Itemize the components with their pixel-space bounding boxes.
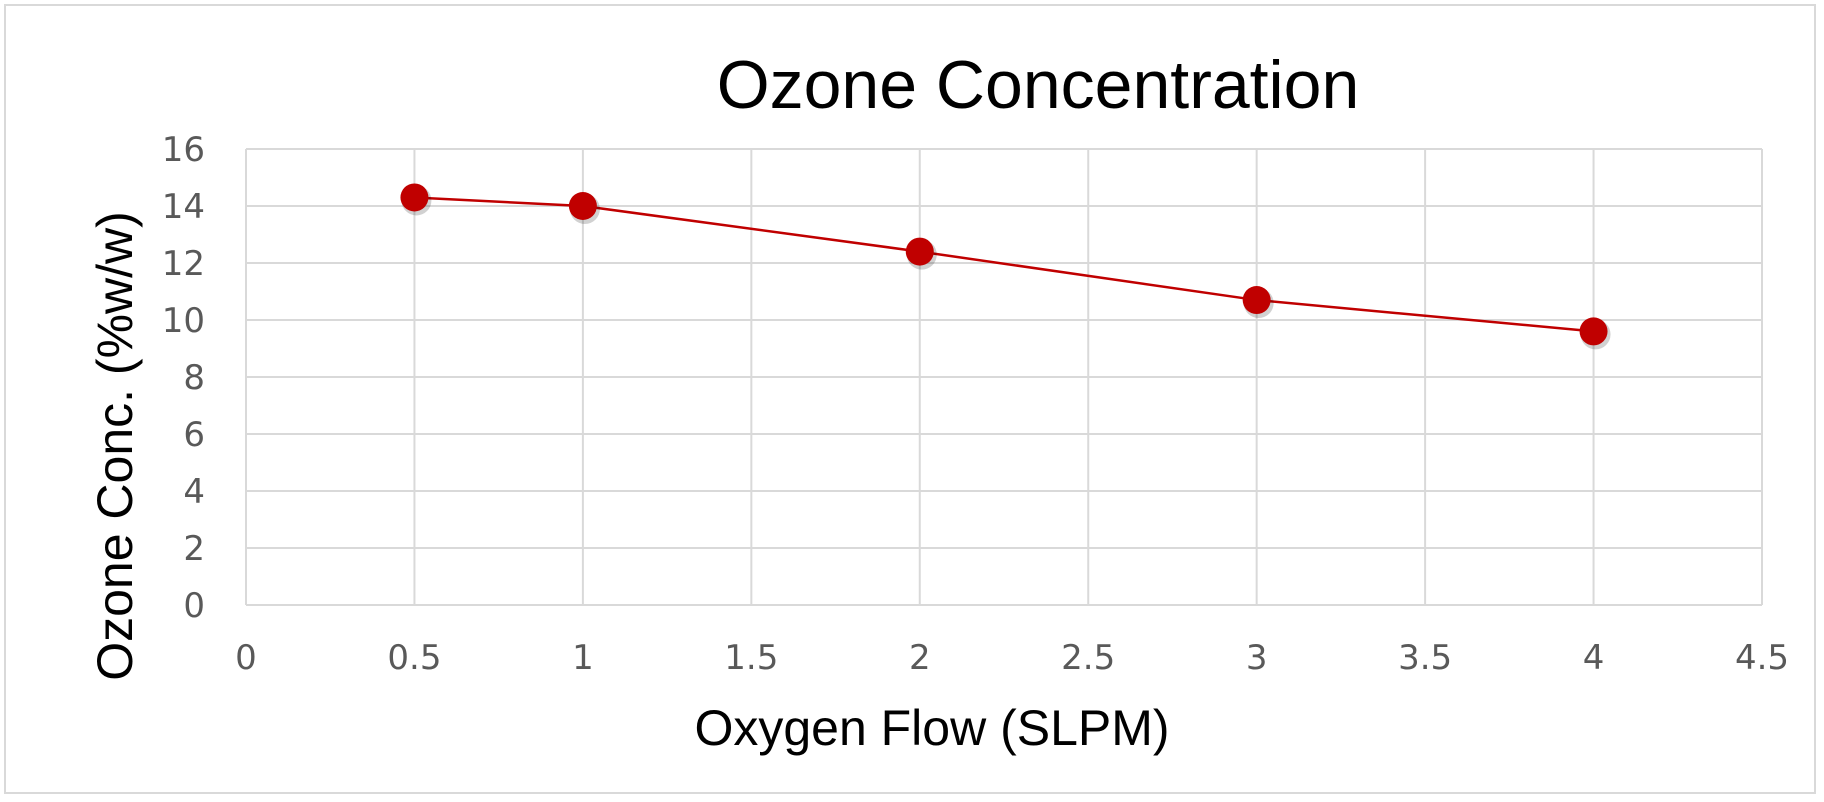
x-axis-title: Oxygen Flow (SLPM) bbox=[694, 700, 1169, 756]
y-tick-label: 6 bbox=[183, 415, 205, 455]
x-tick-label: 1 bbox=[572, 638, 594, 678]
data-point bbox=[400, 183, 429, 212]
x-tick-label: 0.5 bbox=[387, 638, 441, 678]
y-tick-label: 16 bbox=[162, 130, 205, 170]
plot-grid bbox=[245, 148, 1763, 606]
x-axis-ticks: 0 0.5 1 1.5 2 2.5 3 3.5 4 4.5 bbox=[235, 638, 1789, 678]
x-tick-label: 1.5 bbox=[724, 638, 778, 678]
x-tick-label: 3 bbox=[1246, 638, 1268, 678]
y-axis-ticks: 0 2 4 6 8 10 12 14 16 bbox=[162, 130, 205, 626]
x-tick-label: 2.5 bbox=[1061, 638, 1115, 678]
chart-title: Ozone Concentration bbox=[717, 47, 1360, 123]
data-series bbox=[400, 183, 1611, 350]
x-tick-label: 3.5 bbox=[1398, 638, 1452, 678]
y-tick-label: 2 bbox=[183, 529, 205, 569]
y-tick-label: 8 bbox=[183, 358, 205, 398]
y-axis-title: Ozone Conc. (%w/w) bbox=[87, 211, 143, 681]
data-point bbox=[905, 237, 934, 266]
y-tick-label: 0 bbox=[183, 586, 205, 626]
y-tick-label: 12 bbox=[162, 244, 205, 284]
x-tick-label: 4 bbox=[1583, 638, 1605, 678]
x-tick-label: 4.5 bbox=[1735, 638, 1789, 678]
y-tick-label: 10 bbox=[162, 301, 205, 341]
data-point bbox=[1242, 286, 1271, 315]
x-tick-label: 0 bbox=[235, 638, 257, 678]
chart-frame bbox=[4, 4, 1816, 794]
y-tick-label: 14 bbox=[162, 187, 205, 227]
data-point bbox=[568, 192, 597, 220]
x-tick-label: 2 bbox=[909, 638, 931, 678]
y-tick-label: 4 bbox=[183, 472, 205, 512]
data-point bbox=[1579, 317, 1608, 346]
